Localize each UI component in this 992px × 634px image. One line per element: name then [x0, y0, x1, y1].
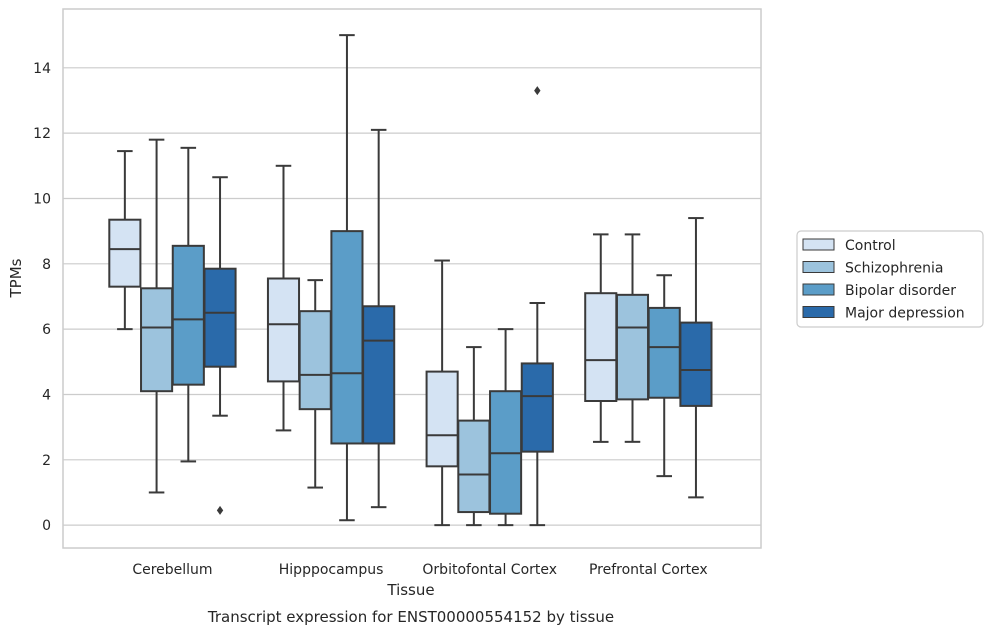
- box: [330, 230, 364, 445]
- x-tick-label: Cerebellum: [132, 562, 212, 578]
- legend-item: Control: [802, 238, 896, 254]
- box: [298, 310, 332, 411]
- legend: Control Schizophrenia Bipolar disorder Majo…: [796, 230, 984, 328]
- legend-swatch: [802, 261, 835, 273]
- x-axis-label: Tissue: [386, 581, 434, 599]
- box: [520, 362, 554, 453]
- legend-frame: [796, 230, 984, 328]
- box-group: [108, 138, 237, 515]
- legend-label: Bipolar disorder: [845, 283, 956, 299]
- box-group: [584, 217, 713, 499]
- box: [171, 244, 205, 386]
- legend-label: Major depression: [845, 306, 965, 322]
- y-tick-label: 6: [42, 322, 51, 338]
- box: [140, 287, 174, 393]
- x-tick-label: Hipppocampus: [279, 562, 384, 578]
- box: [584, 292, 618, 403]
- y-tick-label: 10: [33, 191, 51, 207]
- chart-caption: Transcript expression for ENST0000055415…: [207, 608, 614, 626]
- y-tick-label: 2: [42, 453, 51, 469]
- y-axis-label: TPMs: [7, 258, 25, 298]
- box-groups: [108, 34, 713, 527]
- y-tick-label: 12: [33, 126, 51, 142]
- box: [647, 306, 681, 399]
- box: [108, 218, 142, 288]
- legend-label: Schizophrenia: [845, 261, 943, 277]
- legend-swatch: [802, 306, 835, 318]
- box: [615, 293, 650, 401]
- box-group: [425, 86, 554, 527]
- box: [457, 419, 491, 514]
- box: [425, 370, 459, 468]
- y-tick-label: 0: [42, 518, 51, 534]
- outlier-point: [216, 505, 224, 515]
- box-group: [266, 34, 396, 522]
- legend-swatch: [802, 283, 835, 296]
- y-tick-label: 8: [42, 257, 51, 273]
- box: [266, 277, 301, 383]
- x-tick-label: Orbitofontal Cortex: [422, 562, 557, 578]
- plot-area-frame: [62, 8, 762, 549]
- legend-swatch: [802, 238, 835, 251]
- legend-item: Major depression: [802, 306, 965, 322]
- legend-item: Schizophrenia: [802, 261, 943, 277]
- box: [362, 305, 396, 445]
- legend-label: Control: [845, 238, 896, 254]
- legend-item: Bipolar disorder: [802, 283, 956, 299]
- y-tick-label: 4: [42, 387, 51, 403]
- x-tick-label: Prefrontal Cortex: [589, 562, 708, 578]
- box: [679, 321, 713, 407]
- outlier-point: [534, 86, 541, 96]
- y-axis-ticks: 0 2 4 6 8 10 12 14: [33, 61, 51, 534]
- box: [203, 267, 237, 368]
- x-axis-ticks: Cerebellum Hipppocampus Orbitofontal Corte…: [132, 562, 707, 578]
- y-tick-label: 14: [33, 61, 51, 77]
